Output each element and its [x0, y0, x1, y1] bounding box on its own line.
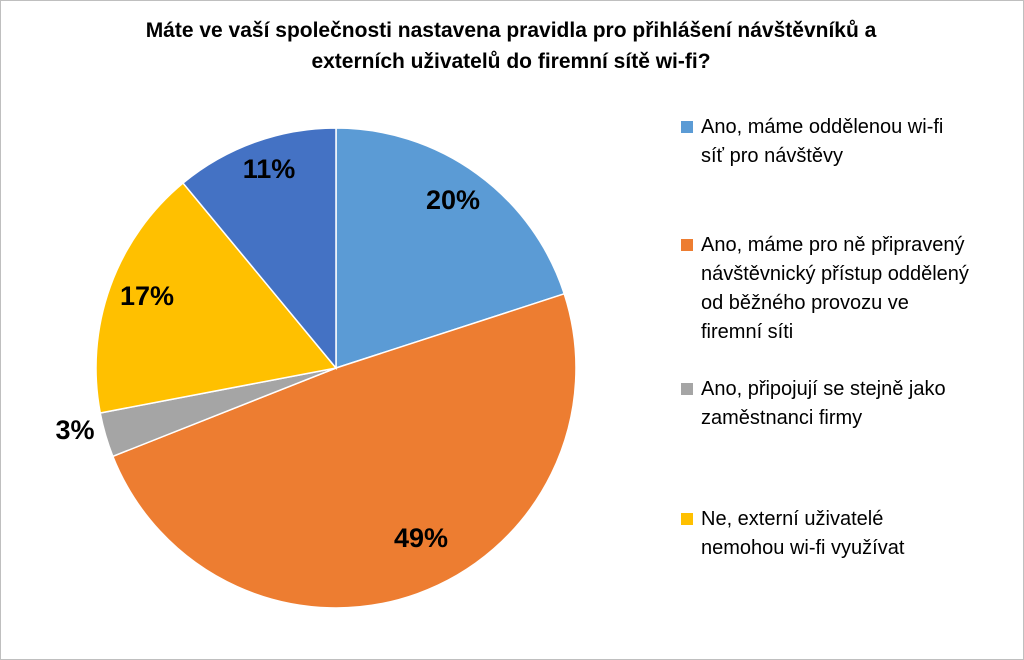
pie-slice-1 — [335, 127, 566, 370]
legend-item-3: Ano, připojují se stejně jako zaměstnanc… — [681, 375, 1001, 433]
legend-label-2-line-4: firemní síti — [701, 321, 794, 343]
data-label-3: 3% — [55, 415, 94, 445]
pie-slice-5 — [181, 127, 337, 371]
chart-title: Máte ve vaší společnosti nastavena pravi… — [111, 15, 911, 77]
chart-title-line-1: Máte ve vaší společnosti nastavena pravi… — [145, 19, 877, 42]
legend-label-1: Ano, máme oddělenou wi-fi síť pro návště… — [701, 113, 1001, 171]
legend-item-1: Ano, máme oddělenou wi-fi síť pro návště… — [681, 113, 1001, 171]
legend-swatch-3 — [681, 383, 693, 395]
legend-swatch-2 — [681, 239, 693, 251]
legend-label-3-line-1: Ano, připojují se stejně jako — [701, 378, 946, 400]
legend-swatch-1 — [681, 121, 693, 133]
data-label-2: 49% — [394, 523, 448, 553]
legend-label-4-line-2: nemohou wi-fi využívat — [701, 537, 905, 559]
legend-label-4: Ne, externí uživatelé nemohou wi-fi využ… — [701, 505, 1001, 563]
legend-label-2-line-3: od běžného provozu ve — [701, 292, 909, 314]
legend-label-2: Ano, máme pro ně připravený návštěvnický… — [701, 231, 1001, 347]
legend-item-4: Ne, externí uživatelé nemohou wi-fi využ… — [681, 505, 1001, 563]
legend-label-3-line-2: zaměstnanci firmy — [701, 407, 863, 429]
data-label-1: 20% — [426, 185, 480, 215]
pie-slice-2 — [111, 292, 577, 609]
legend-label-1-line-1: Ano, máme oddělenou wi-fi — [701, 116, 944, 138]
legend-label-3: Ano, připojují se stejně jako zaměstnanc… — [701, 375, 1001, 433]
legend-label-2-line-1: Ano, máme pro ně připravený — [701, 234, 965, 256]
data-label-4: 17% — [120, 281, 174, 311]
legend-label-1-line-2: síť pro návštěvy — [701, 145, 844, 167]
legend-swatch-4 — [681, 513, 693, 525]
legend-label-4-line-1: Ne, externí uživatelé — [701, 508, 884, 530]
chart-title-line-2: externích uživatelů do firemní sítě wi-f… — [311, 50, 711, 73]
pie-slice-4 — [95, 182, 338, 414]
legend-label-2-line-2: návštěvnický přístup oddělený — [701, 263, 969, 285]
data-label-5: 11% — [243, 154, 296, 184]
legend-item-2: Ano, máme pro ně připravený návštěvnický… — [681, 231, 1001, 347]
